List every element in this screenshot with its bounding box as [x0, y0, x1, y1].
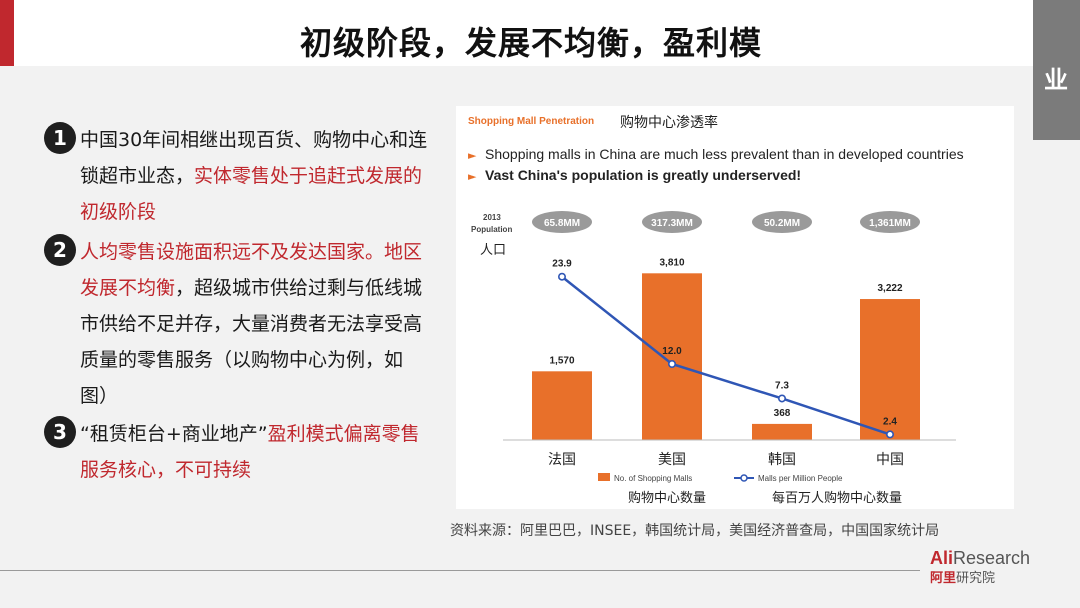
note-2-arrow: ► [468, 170, 477, 183]
left-accent-bar [0, 0, 14, 66]
number-badge-1: 1 [44, 122, 76, 154]
chart-note-1: Shopping malls in China are much less pr… [485, 146, 964, 162]
chart-title: Shopping Mall Penetration [468, 116, 594, 127]
header-fade [980, 0, 1040, 66]
line-point-1 [558, 272, 567, 281]
line-value-label-3: 7.3 [775, 380, 789, 391]
number-badge-2: 2 [44, 234, 76, 266]
aliresearch-logo: AliResearch 阿里研究院 [930, 548, 1050, 586]
footer-divider [0, 570, 920, 571]
bar-value-label-4: 3,222 [877, 283, 902, 294]
section-tab-label: 业 [1044, 66, 1068, 94]
population-value-2: 317.3MM [651, 218, 693, 229]
line-point-4 [885, 430, 894, 439]
legend-line-label: Malls per Million People [758, 474, 843, 483]
bullet-item-1: 1 中国30年间相继出现百货、购物中心和连锁超市业态，实体零售处于追赶式发展的初… [44, 122, 434, 232]
population-pill-1 [532, 211, 592, 233]
bar-value-label-2: 3,810 [659, 257, 684, 268]
bullet-1-highlight: 实体零售处于追赶式发展的初级阶段 [80, 165, 423, 223]
logo-chinese: 阿里研究院 [930, 567, 1050, 586]
population-pill-2 [642, 211, 702, 233]
bullet-item-3: 3 “租赁柜台+商业地产”盈利模式偏离零售服务核心，不可持续 [44, 416, 434, 488]
population-pill-3 [752, 211, 812, 233]
bullet-text-1: 中国30年间相继出现百货、购物中心和连锁超市业态，实体零售处于追赶式发展的初级阶… [80, 122, 430, 230]
category-label-4: 中国 [876, 452, 904, 468]
population-value-4: 1,361MM [869, 218, 911, 229]
number-badge-3: 3 [44, 416, 76, 448]
bullet-2-highlight: 人均零售设施面积远不及发达国家。地区发展不均衡 [80, 241, 423, 299]
bullet-1-plain: 中国30年间相继出现百货、购物中心和连锁超市业态， [80, 129, 428, 187]
bar-4 [860, 299, 920, 440]
population-value-1: 65.8MM [544, 218, 580, 229]
line-value-label-4: 2.4 [883, 416, 897, 427]
bar-1 [532, 371, 592, 440]
page-title: 初级阶段，发展不均衡，盈利模 [300, 24, 763, 62]
bar-3 [752, 423, 812, 440]
header-bar [0, 0, 1080, 66]
population-pill-4 [860, 211, 920, 233]
population-year-label: 2013 [483, 213, 501, 222]
bullet-item-2: 2 人均零售设施面积远不及发达国家。地区发展不均衡，超级城市供给过剩与低线城市供… [44, 234, 434, 414]
line-point-3 [777, 394, 786, 403]
population-cn-label: 人口 [480, 243, 506, 258]
chart-panel: Shopping Mall Penetration 购物中心渗透率 ► Shop… [456, 106, 1014, 509]
population-word-label: Population [471, 225, 512, 234]
bar-2 [642, 273, 702, 440]
bullet-text-3: “租赁柜台+商业地产”盈利模式偏离零售服务核心，不可持续 [80, 416, 430, 488]
category-label-1: 法国 [548, 452, 576, 468]
bar-value-label-1: 1,570 [549, 355, 574, 366]
legend-bar-swatch [598, 473, 610, 481]
chart-subtitle: 购物中心渗透率 [620, 114, 718, 131]
legend-line-marker [740, 474, 748, 482]
line-value-label-2: 12.0 [662, 346, 682, 357]
bar-value-label-3: 368 [774, 408, 791, 419]
line-value-label-1: 23.9 [552, 259, 572, 270]
legend-bar-label: No. of Shopping Malls [614, 474, 692, 483]
logo-english: AliResearch [930, 548, 1050, 569]
legend-bar-label-cn: 购物中心数量 [628, 490, 706, 506]
source-note: 资料来源：阿里巴巴，INSEE，韩国统计局，美国经济普查局，中国国家统计局 [450, 523, 940, 539]
logo-cn-grey: 研究院 [956, 571, 996, 586]
category-label-3: 韩国 [768, 452, 796, 468]
bullet-3-highlight: 盈利模式偏离零售服务核心，不可持续 [80, 423, 420, 481]
logo-en-red: Ali [930, 548, 954, 568]
mall-penetration-chart: Shopping Mall Penetration 购物中心渗透率 ► Shop… [468, 114, 964, 506]
category-label-2: 美国 [658, 452, 686, 468]
section-tab[interactable] [1033, 0, 1080, 140]
chart-plot-area: 65.8MM 1,570 法国 317.3MM 3,810 美国 50.2MM 368 韩国 1,… [532, 211, 920, 468]
line-point-2 [668, 360, 677, 369]
bullet-2-plain: ，超级城市供给过剩与低线城市供给不足并存，大量消费者无法享受高质量的零售服务（以… [80, 277, 423, 407]
population-value-3: 50.2MM [764, 218, 800, 229]
line-series-path [561, 275, 891, 436]
logo-en-grey: Research [953, 548, 1031, 568]
legend-line-label-cn: 每百万人购物中心数量 [772, 490, 902, 506]
note-1-arrow: ► [468, 149, 477, 162]
chart-note-2: Vast China's population is greatly under… [485, 167, 801, 183]
bullet-3-plain: “租赁柜台+商业地产” [80, 423, 268, 445]
bullet-text-2: 人均零售设施面积远不及发达国家。地区发展不均衡，超级城市供给过剩与低线城市供给不… [80, 234, 430, 414]
logo-cn-red: 阿里 [930, 571, 957, 586]
